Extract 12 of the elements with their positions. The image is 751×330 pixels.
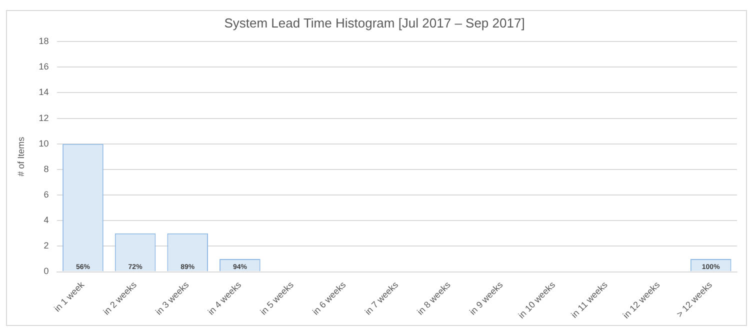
y-tick-label: 10 [38, 138, 49, 148]
y-tick-label: 4 [44, 215, 49, 226]
y-tick-label: 16 [38, 62, 49, 72]
y-tick-label: 0 [44, 266, 49, 276]
y-tick-label: 8 [44, 164, 49, 174]
y-tick-label: 12 [38, 112, 49, 123]
y-tick-label: 18 [38, 36, 49, 46]
y-tick-label: 6 [44, 190, 49, 200]
y-tick-label: 2 [44, 240, 49, 251]
chart-title: System Lead Time Histogram [Jul 2017 – Sep 2017] [224, 15, 525, 30]
y-axis-title: # of Items [16, 136, 26, 176]
y-tick-label: 14 [38, 87, 49, 98]
